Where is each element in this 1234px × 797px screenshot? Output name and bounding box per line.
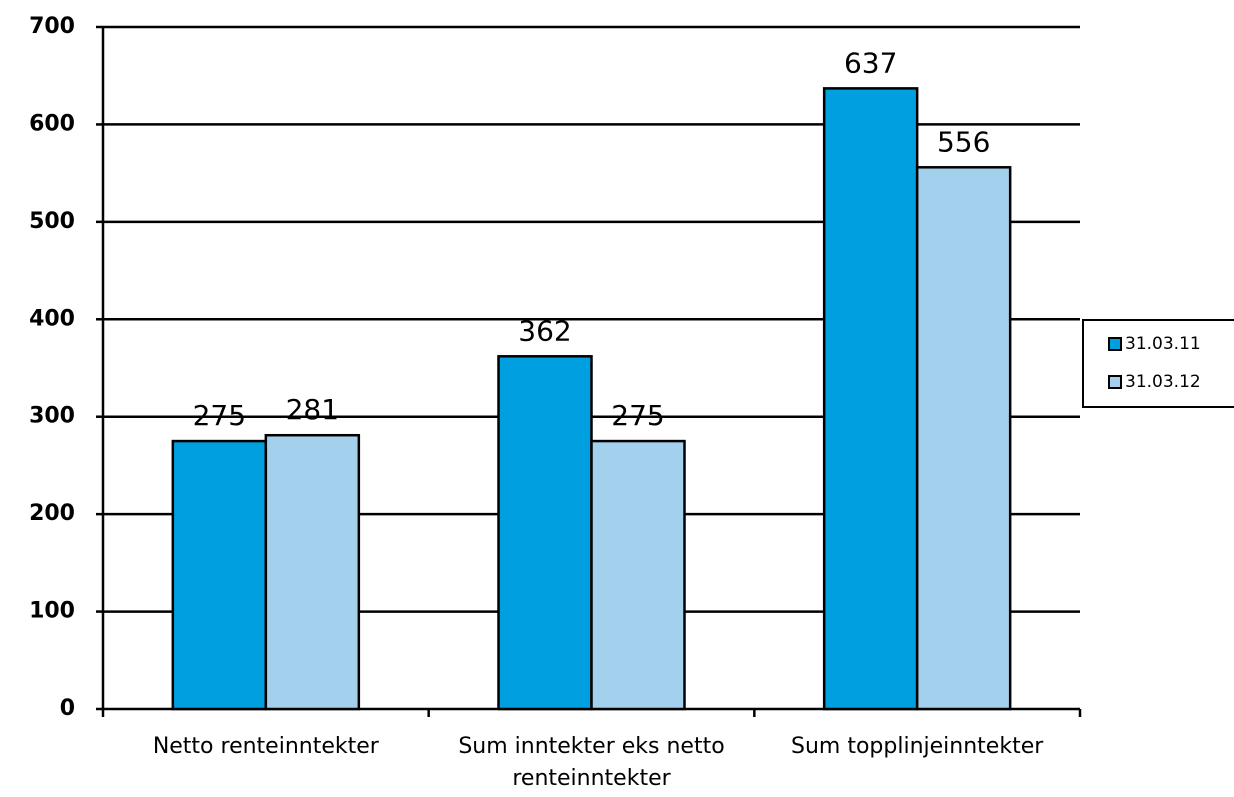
legend-label: 31.03.12 — [1125, 372, 1201, 392]
bar — [171, 439, 268, 711]
x-tick-label: Sum topplinjeinntekter — [791, 734, 1044, 759]
data-label: 556 — [937, 125, 990, 158]
y-tick-label: 100 — [29, 599, 75, 624]
legend-swatch — [1108, 375, 1122, 389]
data-label: 637 — [844, 46, 897, 79]
bar — [590, 439, 686, 711]
bar — [915, 166, 1012, 711]
y-tick-label: 200 — [29, 501, 75, 526]
data-label: 275 — [193, 399, 246, 432]
legend-swatch — [1108, 337, 1122, 351]
data-label: 362 — [518, 314, 571, 347]
bar — [264, 433, 361, 711]
y-tick-label: 300 — [29, 404, 75, 429]
y-tick-label: 400 — [29, 306, 75, 331]
x-tick-label: Sum inntekter eks netto renteinntekter — [458, 734, 725, 791]
y-tick-label: 700 — [29, 14, 75, 39]
data-label: 281 — [286, 393, 339, 426]
legend-label: 31.03.11 — [1125, 334, 1201, 354]
y-tick-label: 0 — [60, 696, 75, 721]
bar — [822, 87, 919, 711]
bar — [497, 355, 593, 711]
x-tick-label: Netto renteinntekter — [152, 734, 379, 759]
data-label: 275 — [611, 399, 664, 432]
y-tick-label: 500 — [29, 209, 75, 234]
y-tick-label: 600 — [29, 111, 75, 136]
legend-box — [1082, 319, 1234, 408]
